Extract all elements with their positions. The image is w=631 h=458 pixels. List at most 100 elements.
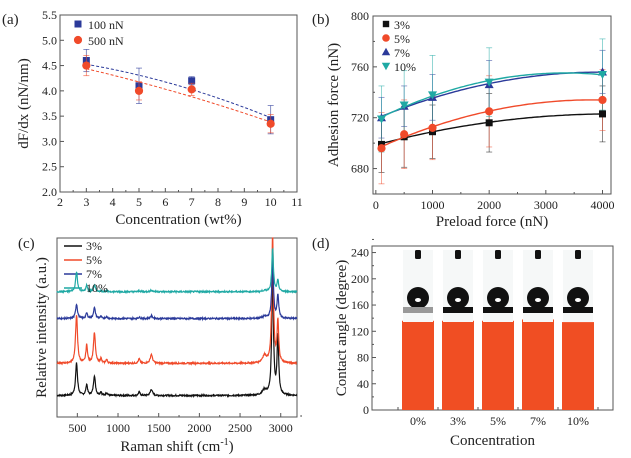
y-tick-label: 5.5: [42, 8, 57, 22]
data-point: [428, 123, 437, 132]
needle-icon: [495, 250, 501, 259]
x-tick-label: 7: [189, 195, 195, 209]
data-point: [484, 78, 494, 87]
legend-label: 500 nN: [88, 34, 124, 48]
droplet-image: [563, 250, 593, 322]
legend-label: 100 nN: [88, 18, 124, 32]
x-tick-label: 0: [373, 198, 379, 212]
needle-icon: [535, 250, 541, 259]
droplet-highlight: [455, 298, 461, 302]
legend-label: 7%: [86, 267, 102, 281]
legend-label: 7%: [394, 46, 410, 60]
legend-label: 5%: [86, 253, 102, 267]
data-point: [485, 119, 493, 127]
y-tick-label: 2.5: [42, 160, 57, 174]
y-tick-label: 160: [351, 298, 369, 312]
legend-marker: [382, 20, 390, 28]
needle-icon: [415, 250, 421, 259]
legend-marker: [382, 34, 390, 42]
x-tick-label: 8: [215, 195, 221, 209]
substrate: [563, 307, 593, 313]
x-tick-label: 5%: [490, 414, 506, 428]
y-axis-title: Adhesion force (nN): [326, 43, 342, 167]
x-tick-label: 4000: [591, 198, 615, 212]
plot-frame-b: [372, 15, 612, 195]
x-tick-label: 3000: [269, 421, 293, 435]
legend-marker: [74, 20, 82, 28]
y-tick-label: 3.0: [42, 134, 57, 148]
needle-icon: [455, 250, 461, 259]
y-axis-title: Contact angle (degree): [334, 260, 350, 397]
x-tick-label: 1000: [106, 421, 130, 435]
x-tick-label: 6: [162, 195, 168, 209]
x-tick-label: 11: [291, 195, 303, 209]
x-tick-label: 7%: [530, 414, 546, 428]
panel-a: (a) 2 3 4 5 6 7 8 9 10 11 2.0 2.5 3.0 3.5 4.0 4.5 5.0 5.5 C…: [2, 8, 303, 228]
x-axis-title: Preload force (nN): [436, 214, 548, 230]
y-tick-label: 3.5: [42, 109, 57, 123]
droplet-highlight: [575, 298, 581, 302]
x-tick-label: 1500: [147, 421, 171, 435]
fit-line-0: [381, 113, 603, 145]
bar: [562, 322, 594, 410]
spectrum-line-0: [56, 270, 298, 399]
bar: [522, 319, 554, 410]
legend-label: 5%: [394, 32, 410, 46]
y-tick-label: 5.0: [42, 33, 57, 47]
bar: [442, 320, 474, 410]
panel-b: (b) 0 1000 2000 3000 4000 680 720 760 800 Preload …: [312, 9, 615, 230]
data-point: [485, 107, 494, 116]
data-point: [599, 110, 606, 118]
y-tick-label: 760: [351, 60, 369, 74]
spectrum-line-3: [56, 247, 298, 295]
substrate: [483, 307, 513, 313]
substrate: [403, 307, 433, 313]
panel-label: (a): [2, 12, 19, 28]
x-tick-label: 3000: [534, 198, 558, 212]
data-point: [377, 115, 386, 124]
droplet-image: [443, 250, 473, 322]
data-point: [598, 95, 607, 105]
bar: [402, 320, 434, 410]
x-tick-label: 3: [83, 195, 89, 209]
needle-icon: [575, 250, 581, 259]
x-tick-label: 2000: [477, 198, 501, 212]
panel-label: (d): [312, 236, 330, 252]
x-tick-label: 0%: [410, 414, 426, 428]
y-axis-title: Relative intensity (a.u.): [34, 257, 50, 398]
droplet-image: [483, 250, 513, 322]
panel-d: (d) 0 40 80 120 160 200 240 Concentration Contact…: [312, 236, 614, 449]
substrate: [523, 307, 553, 313]
y-tick-label: 680: [351, 162, 369, 176]
data-point: [266, 119, 275, 128]
droplet-highlight: [495, 298, 501, 302]
legend-marker: [73, 35, 83, 45]
x-tick-label: 2500: [228, 421, 252, 435]
legend-label: 10%: [394, 60, 416, 74]
legend-marker: [381, 47, 391, 56]
y-tick-label: 80: [357, 351, 369, 365]
y-axis-title: dF/dx (nN/nm): [16, 58, 32, 148]
y-tick-label: 4.0: [42, 84, 57, 98]
data-point: [428, 91, 437, 100]
droplet-image: [403, 250, 433, 322]
x-tick-label: 10%: [567, 414, 589, 428]
x-tick-label: 5: [136, 195, 142, 209]
x-tick-label: 1000: [421, 198, 445, 212]
y-tick-label: 2.0: [42, 185, 57, 199]
legend-label: 10%: [86, 281, 108, 295]
x-tick-label: 10: [265, 195, 277, 209]
legend-label: 3%: [86, 239, 102, 253]
x-tick-label: 500: [68, 421, 86, 435]
x-tick-label: 4: [110, 195, 116, 209]
y-tick-label: 4.5: [42, 59, 57, 73]
fit-line-1: [86, 68, 271, 123]
data-point: [400, 130, 409, 139]
y-tick-label: 0: [363, 403, 369, 417]
y-tick-label: 200: [351, 272, 369, 286]
panel-label: (c): [18, 236, 35, 252]
data-point: [187, 85, 196, 94]
data-point: [82, 61, 91, 70]
y-tick-label: 800: [351, 9, 369, 23]
